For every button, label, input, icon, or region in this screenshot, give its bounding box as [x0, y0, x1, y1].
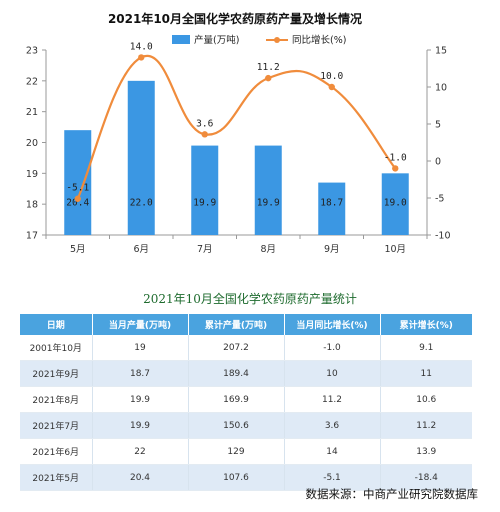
- y-right-tick-label: -10: [435, 231, 451, 242]
- cell-cumulative-growth: 13.9: [379, 438, 472, 465]
- cell-monthly-output: 19.9: [91, 386, 188, 413]
- growth-point: [265, 74, 272, 82]
- cell-monthly-growth: 11.2: [283, 386, 380, 413]
- y-right-tick-label: 5: [435, 120, 441, 131]
- legend-line-marker: [274, 37, 280, 43]
- growth-value-label: -1.0: [384, 152, 407, 163]
- cell-cumulative-output: 107.6: [187, 464, 284, 491]
- y-left-tick-label: 17: [26, 231, 38, 242]
- bar: [318, 182, 346, 235]
- legend-bar-label: 产量(万吨): [194, 34, 239, 46]
- table-row: 2001年10月 19 207.2 -1.0 9.1: [20, 335, 472, 361]
- legend-bar-swatch: [172, 35, 190, 44]
- x-tick-label: 7月: [197, 244, 213, 255]
- header-cumulative-growth: 累计增长(%): [379, 314, 472, 335]
- cell-date: 2021年8月: [20, 386, 92, 413]
- cell-cumulative-output: 169.9: [187, 386, 284, 413]
- y-left-tick-label: 20: [26, 138, 38, 149]
- bar: [127, 80, 155, 235]
- y-right-tick-label: 15: [435, 46, 447, 57]
- x-tick-label: 10月: [384, 244, 406, 255]
- legend-line-label: 同比增长(%): [292, 34, 346, 46]
- cell-cumulative-growth: -18.4: [379, 464, 472, 491]
- statistics-table: 日期 当月产量(万吨) 累计产量(万吨) 当月同比增长(%) 累计增长(%) 2…: [20, 314, 472, 491]
- data-source-note: 数据来源：中商产业研究院数据库: [305, 487, 479, 501]
- bar: [64, 130, 92, 235]
- cell-date: 2021年6月: [20, 438, 92, 465]
- growth-point: [138, 54, 145, 61]
- table-row: 2021年6月 22 129 14 13.9: [20, 438, 472, 465]
- cell-date: 2001年10月: [20, 335, 92, 361]
- table-row: 2021年5月 20.4 107.6 -5.1 -18.4: [20, 464, 472, 491]
- bar-value-label: 19.0: [384, 198, 407, 209]
- cell-monthly-output: 19: [91, 335, 188, 361]
- x-tick-label: 6月: [133, 244, 149, 255]
- combo-chart: 17 18 19 20 21 22 23 -10 -5 0 5 10 15 20.4 22.0 19.9 19.…: [26, 34, 451, 255]
- header-cumulative-output: 累计产量(万吨): [187, 314, 284, 335]
- y-left-tick-label: 22: [26, 76, 38, 87]
- bar-value-label: 19.9: [193, 198, 216, 209]
- bar: [191, 145, 219, 235]
- cell-monthly-output: 19.9: [91, 412, 188, 439]
- cell-date: 2021年9月: [20, 360, 92, 387]
- growth-line: [76, 54, 397, 200]
- table-header-row: 日期 当月产量(万吨) 累计产量(万吨) 当月同比增长(%) 累计增长(%): [20, 314, 472, 335]
- cell-monthly-output: 20.4: [91, 464, 188, 491]
- growth-point: [74, 195, 81, 202]
- header-date: 日期: [20, 314, 92, 335]
- table-row: 2021年7月 19.9 150.6 3.6 11.2: [20, 412, 472, 439]
- cell-cumulative-output: 207.2: [187, 335, 284, 361]
- cell-monthly-growth: -1.0: [283, 335, 380, 361]
- cell-cumulative-output: 189.4: [187, 360, 284, 387]
- growth-value-label: -5.1: [66, 183, 89, 194]
- y-left-tick-label: 21: [26, 107, 38, 118]
- cell-date: 2021年7月: [20, 412, 92, 439]
- growth-value-label: 14.0: [130, 41, 153, 52]
- cell-cumulative-output: 129: [187, 438, 284, 465]
- bar-value-label: 18.7: [320, 198, 343, 209]
- y-right-tick-label: -5: [435, 194, 444, 205]
- growth-value-label: 3.6: [196, 118, 213, 129]
- growth-value-label: 10.0: [320, 71, 343, 82]
- cell-monthly-growth: 10: [283, 360, 380, 387]
- y-left-tick-label: 19: [26, 169, 38, 180]
- y-left-tick-label: 23: [26, 46, 38, 57]
- bar: [381, 173, 409, 235]
- table-row: 2021年8月 19.9 169.9 11.2 10.6: [20, 386, 472, 413]
- cell-cumulative-growth: 10.6: [379, 386, 472, 413]
- y-right-tick-label: 0: [435, 157, 441, 168]
- cell-cumulative-growth: 9.1: [379, 335, 472, 361]
- x-tick-label: 8月: [260, 244, 276, 255]
- cell-monthly-growth: 3.6: [283, 412, 380, 439]
- growth-value-label: 11.2: [257, 62, 280, 73]
- cell-cumulative-growth: 11: [379, 360, 472, 387]
- bar-value-label: 22.0: [130, 198, 153, 209]
- x-tick-label: 5月: [70, 244, 86, 255]
- bar-value-label: 19.9: [257, 198, 280, 209]
- y-right-tick-label: 10: [435, 83, 447, 94]
- cell-monthly-output: 22: [91, 438, 188, 465]
- cell-date: 2021年5月: [20, 464, 92, 491]
- header-monthly-output: 当月产量(万吨): [91, 314, 188, 335]
- bar: [254, 145, 282, 235]
- chart-title: 2021年10月全国化学农药原药产量及增长情况: [107, 12, 363, 26]
- cell-monthly-output: 18.7: [91, 360, 188, 387]
- growth-point: [328, 83, 335, 91]
- header-monthly-growth: 当月同比增长(%): [283, 314, 380, 335]
- cell-cumulative-growth: 11.2: [379, 412, 472, 439]
- bar-value-label: 20.4: [66, 198, 89, 209]
- table-row: 2021年9月 18.7 189.4 10 11: [20, 360, 472, 387]
- growth-point: [201, 131, 208, 138]
- growth-point: [392, 165, 399, 172]
- table-title: 2021年10月全国化学农药原药产量统计: [143, 292, 357, 306]
- cell-monthly-growth: 14: [283, 438, 380, 465]
- cell-monthly-growth: -5.1: [283, 464, 380, 491]
- x-tick-label: 9月: [324, 244, 340, 255]
- y-left-tick-label: 18: [26, 200, 38, 211]
- cell-cumulative-output: 150.6: [187, 412, 284, 439]
